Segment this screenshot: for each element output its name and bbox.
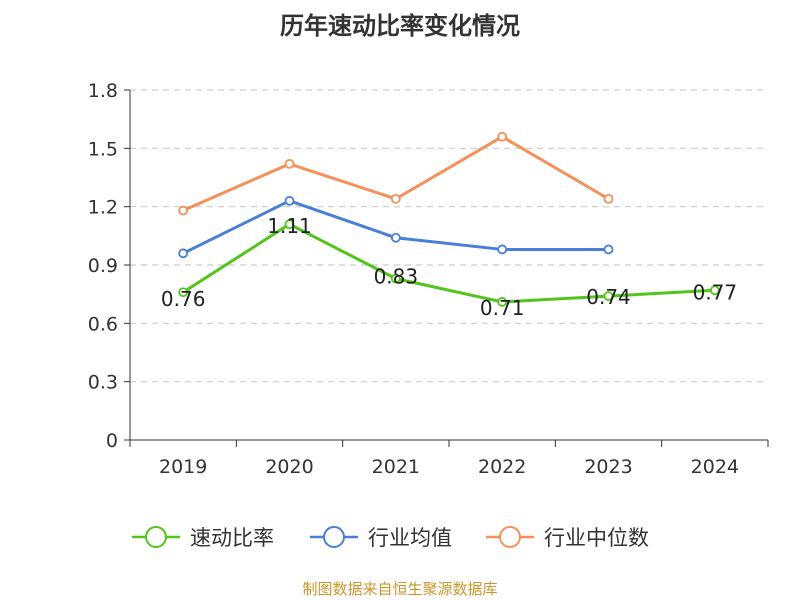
x-tick-label: 2019 xyxy=(159,456,207,478)
y-tick-label: 0.3 xyxy=(88,372,118,394)
data-point xyxy=(178,248,189,259)
data-point xyxy=(603,244,614,255)
series-lines xyxy=(178,131,720,307)
y-tick-label: 1.2 xyxy=(88,197,118,219)
series-line xyxy=(182,199,609,255)
data-label: 0.83 xyxy=(374,265,419,289)
series-line xyxy=(182,222,715,304)
data-point xyxy=(709,285,720,296)
data-point xyxy=(603,291,614,302)
data-point xyxy=(497,131,508,142)
data-point xyxy=(178,287,189,298)
data-label: 0.71 xyxy=(480,296,525,320)
chart-title: 历年速动比率变化情况 xyxy=(280,12,520,40)
data-labels: 0.76 1.11 0.83 0.71 0.74 0.77 xyxy=(161,214,737,320)
legend-marker xyxy=(323,526,345,548)
data-point xyxy=(390,232,401,243)
y-tick-label: 0 xyxy=(106,430,118,452)
data-point xyxy=(178,205,189,216)
data-label: 0.74 xyxy=(586,285,631,309)
data-label: 1.11 xyxy=(267,214,312,238)
legend-label: 行业均值 xyxy=(368,526,452,550)
data-point xyxy=(390,273,401,284)
legend-marker xyxy=(145,526,167,548)
data-point xyxy=(497,244,508,255)
x-tick-label: 2023 xyxy=(584,456,632,478)
data-point xyxy=(284,158,295,169)
y-tick-label: 0.9 xyxy=(88,255,118,277)
data-label: 0.76 xyxy=(161,287,206,311)
y-tick-label: 1.5 xyxy=(88,138,118,160)
data-point xyxy=(603,193,614,204)
data-point xyxy=(497,297,508,307)
x-tick-label: 2022 xyxy=(478,456,526,478)
legend-marker xyxy=(499,526,521,548)
x-tick-label: 2020 xyxy=(265,456,313,478)
x-tick-label: 2024 xyxy=(691,456,739,478)
data-point xyxy=(390,193,401,204)
source-note: 制图数据来自恒生聚源数据库 xyxy=(302,580,498,598)
y-tick-label: 0.6 xyxy=(88,313,118,335)
data-point xyxy=(284,195,295,206)
data-label: 0.77 xyxy=(693,280,738,304)
legend: 速动比率 行业均值 行业中位数 xyxy=(132,526,649,550)
legend-label: 速动比率 xyxy=(190,526,274,550)
data-point xyxy=(284,219,295,230)
legend-label: 行业中位数 xyxy=(544,526,649,550)
grid-lines xyxy=(130,89,768,383)
y-tick-label: 1.8 xyxy=(88,80,118,102)
axes: 0 0.3 0.6 0.9 1.2 1.5 1.8 2019 2020 2021 2022 2023 2… xyxy=(88,80,769,478)
x-tick-label: 2021 xyxy=(372,456,420,478)
